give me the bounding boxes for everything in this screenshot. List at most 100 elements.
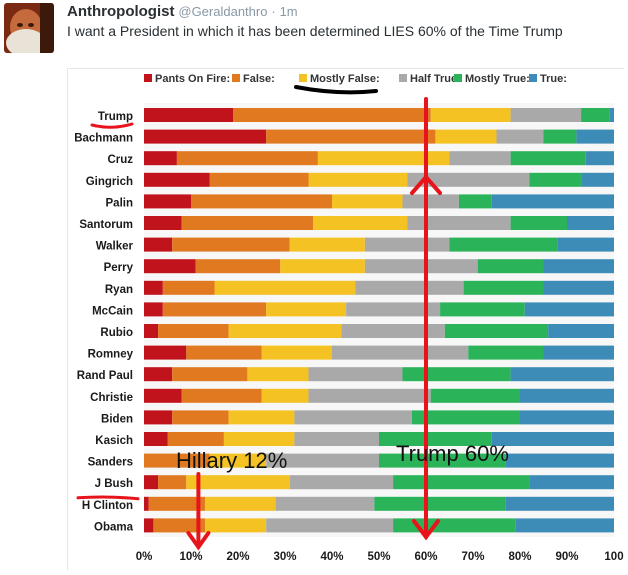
bar-segment — [496, 129, 544, 144]
legend-label: Mostly False: — [310, 73, 380, 85]
bar-segment — [261, 345, 332, 360]
bar-segment — [407, 216, 511, 230]
bar-segment — [223, 432, 295, 446]
bar-segment — [144, 302, 163, 317]
author-handle[interactable]: @Geraldanthro — [178, 4, 268, 19]
category-label: Walker — [96, 241, 134, 253]
bar-segment — [181, 388, 262, 403]
bar-segment — [205, 518, 267, 533]
bar-segment — [576, 129, 614, 144]
bar-segment — [144, 410, 173, 425]
bar-segment — [191, 194, 332, 209]
bar-segment — [355, 280, 464, 295]
bar-segment — [144, 216, 182, 230]
legend-label: Mostly True: — [465, 73, 530, 85]
bar-segment — [144, 453, 210, 468]
bar-segment — [195, 259, 281, 274]
bar-segment — [144, 324, 159, 338]
bar-segment — [510, 108, 582, 122]
x-tick-label: 90% — [555, 551, 578, 563]
bar-segment — [176, 151, 318, 166]
trump-annotation: Trump 60% — [396, 441, 509, 466]
mostly-false-underline — [294, 85, 378, 95]
bar-segment — [158, 324, 229, 338]
bar-segment — [440, 302, 525, 317]
avatar[interactable] — [4, 3, 54, 53]
chart-image: Pants On Fire: False: Mostly False: Half Tr… — [67, 68, 624, 570]
bar-segment — [148, 496, 206, 511]
bar-segment — [515, 518, 614, 533]
bar-segment — [477, 259, 544, 274]
bar-segment — [529, 172, 582, 187]
x-tick-label: 80% — [508, 551, 531, 563]
x-tick-label: 60% — [414, 551, 437, 563]
tweet-header: Anthropologist @Geraldanthro · 1m — [67, 2, 622, 21]
author-name[interactable]: Anthropologist — [67, 3, 175, 20]
bar-segment — [209, 453, 267, 468]
bar-segment — [144, 388, 182, 403]
bar-segment — [379, 432, 492, 446]
bar-segment — [313, 216, 408, 230]
legend-swatch — [529, 74, 537, 82]
bar-segment — [332, 194, 403, 209]
bar-segment — [491, 194, 614, 209]
bar-segment — [289, 475, 394, 490]
tweet-timestamp[interactable]: 1m — [279, 4, 298, 19]
bar-segment — [144, 259, 196, 274]
bar-segment — [402, 194, 459, 209]
bar-segment — [209, 172, 309, 187]
legend-label: False: — [243, 73, 275, 85]
hillary-arrow-head — [186, 531, 211, 551]
category-label: Trump — [98, 111, 133, 123]
bar-segment — [247, 367, 309, 382]
bar-segment — [144, 496, 149, 511]
category-label: Christie — [90, 392, 133, 404]
bar-segment — [557, 237, 614, 252]
bar-segment — [430, 108, 511, 122]
bar-segment — [491, 432, 614, 446]
bar-segment — [186, 475, 290, 490]
bar-segment — [463, 280, 544, 295]
x-tick-label: 40% — [320, 551, 343, 563]
bar-segment — [205, 496, 276, 511]
bar-segment — [144, 151, 177, 166]
stacked-bar-chart: Pants On Fire: False: Mostly False: Half Tr… — [74, 73, 623, 563]
x-tick-label: 10% — [179, 551, 202, 563]
bar-segment — [158, 475, 187, 490]
bar-segment — [233, 108, 431, 122]
bar-segment — [144, 345, 187, 360]
bar-segment — [162, 302, 267, 317]
bar-segment — [294, 410, 412, 425]
bar-segment — [228, 324, 342, 338]
category-label: Kasich — [95, 435, 133, 447]
x-tick-label: 70% — [461, 551, 484, 563]
bar-segment — [510, 367, 614, 382]
bar-segment — [379, 453, 506, 468]
bar-segment — [402, 367, 511, 382]
bar-segment — [407, 172, 530, 187]
bar-segment — [449, 151, 511, 166]
bar-segment — [520, 388, 614, 403]
x-tick-label: 50% — [367, 551, 390, 563]
bar-segment — [435, 129, 497, 144]
bar-segment — [308, 367, 403, 382]
bar-segment — [144, 237, 173, 252]
bar-segment — [308, 388, 431, 403]
bar-segment — [144, 129, 267, 144]
bar-segment — [341, 324, 445, 338]
bar-segment — [214, 280, 356, 295]
bar-segment — [144, 367, 173, 382]
category-label: J Bush — [95, 478, 133, 490]
legend-swatch — [299, 74, 307, 82]
bar-segment — [567, 216, 614, 230]
legend-label: Half True: — [410, 73, 461, 85]
bar-segment — [308, 172, 408, 187]
bar-segment — [294, 432, 379, 446]
category-label: McCain — [92, 305, 133, 317]
trump-underline — [90, 122, 134, 129]
bar-segment — [144, 194, 191, 209]
bar-segment — [266, 302, 347, 317]
bar-segment — [172, 367, 248, 382]
bar-segment — [144, 108, 234, 122]
bar-segment — [505, 496, 614, 511]
